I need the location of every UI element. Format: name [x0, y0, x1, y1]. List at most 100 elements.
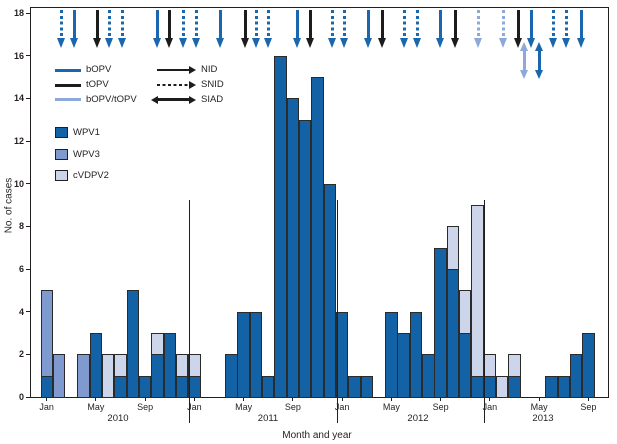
- campaign-arrow-siad-icon: [534, 70, 543, 79]
- campaign-arrow-nid-icon: [450, 38, 459, 48]
- bar-2010-Apr-WPV3: [77, 354, 90, 398]
- y-tick: [26, 183, 30, 185]
- campaign-arrow-snid-icon: [263, 38, 272, 48]
- campaign-arrow-snid-icon: [117, 38, 126, 48]
- x-tick: [390, 397, 392, 401]
- legend-label-vaccine: bOPV: [86, 64, 112, 75]
- x-tick-label: Jan: [39, 402, 54, 412]
- campaign-arrow-nid-icon: [308, 10, 312, 39]
- year-label-2010: 2010: [107, 413, 129, 424]
- campaign-arrow-nid-icon: [516, 10, 520, 39]
- campaign-arrow-snid-icon: [104, 38, 113, 48]
- campaign-arrow-nid-icon: [243, 10, 247, 39]
- y-tick: [26, 225, 30, 227]
- bar-2013-Sep-WPV1: [582, 333, 595, 398]
- bar-2010-Dec-cVDPV2: [175, 354, 189, 377]
- campaign-arrow-siad-icon: [537, 50, 541, 71]
- bar-2011-Jun-WPV1: [249, 311, 263, 398]
- bar-2010-Dec-WPV1: [175, 375, 189, 398]
- campaign-arrow-nid-icon: [513, 38, 522, 48]
- y-tick-label: 2: [18, 349, 24, 360]
- x-tick-label: Jan: [482, 402, 498, 412]
- legend-label-campaign-type: SNID: [201, 79, 224, 90]
- bar-2012-Jan-WPV1: [335, 311, 349, 398]
- bar-2010-Nov-WPV1: [163, 333, 176, 398]
- bar-2012-Jul-WPV1: [409, 311, 423, 398]
- campaign-arrow-snid-icon: [399, 38, 408, 48]
- campaign-arrow-snid-icon: [342, 10, 346, 39]
- y-tick-label: 6: [18, 264, 24, 275]
- y-tick: [26, 268, 30, 270]
- campaign-arrow-nid-icon: [438, 10, 442, 39]
- bar-2012-May-WPV1: [385, 311, 398, 398]
- campaign-arrow-snid-icon: [59, 10, 63, 39]
- bar-2013-Mar-WPV1: [508, 375, 521, 398]
- campaign-arrow-nid-icon: [218, 10, 222, 39]
- y-tick: [26, 396, 30, 398]
- bar-2011-Apr-WPV1: [225, 354, 238, 398]
- bar-2010-Oct-cVDPV2: [151, 333, 164, 356]
- campaign-arrow-snid-icon: [402, 10, 406, 39]
- year-label-2013: 2013: [532, 413, 554, 424]
- bar-2010-Feb-WPV3: [52, 354, 66, 398]
- campaign-arrow-snid-icon: [501, 10, 505, 39]
- bar-2010-Jan-WPV3: [40, 290, 53, 377]
- bar-2010-May-WPV1: [89, 333, 103, 398]
- y-tick: [26, 55, 30, 57]
- bar-2011-Jul-WPV1: [262, 375, 275, 398]
- bar-2011-Aug-WPV1: [274, 55, 287, 398]
- bar-2012-Oct-WPV1: [446, 269, 460, 398]
- campaign-arrow-nid-icon: [380, 10, 384, 39]
- x-tick-label: Sep: [432, 402, 449, 412]
- campaign-arrow-siad-icon: [522, 50, 526, 71]
- bar-2012-Jun-WPV1: [397, 333, 410, 398]
- y-tick-label: 10: [13, 178, 24, 189]
- x-tick: [243, 397, 245, 401]
- x-tick-label: Jan: [187, 402, 202, 412]
- bar-2012-Nov-cVDPV2: [459, 290, 472, 334]
- y-tick-label: 16: [13, 50, 24, 61]
- y-tick: [26, 12, 30, 14]
- legend-label-vaccine: bOPV/tOPV: [86, 93, 137, 105]
- y-tick: [26, 353, 30, 355]
- y-tick-label: 0: [18, 392, 24, 402]
- campaign-arrow-nid-icon: [579, 10, 583, 39]
- bar-2011-Dec-WPV1: [323, 183, 337, 398]
- x-tick-label: Jan: [334, 402, 350, 412]
- year-label-2011: 2011: [257, 413, 279, 424]
- campaign-arrow-nid-icon: [363, 38, 372, 48]
- year-label-2012: 2012: [407, 413, 429, 424]
- x-tick: [587, 397, 589, 401]
- bar-2011-Jan-cVDPV2: [188, 354, 201, 377]
- x-tick-label: Sep: [580, 402, 597, 412]
- campaign-arrow-nid-icon: [295, 10, 299, 39]
- x-tick: [440, 397, 442, 401]
- legend-arrow-head: [151, 95, 158, 104]
- bar-2011-Sep-WPV1: [286, 98, 300, 398]
- legend-arrow-nid-icon: [157, 68, 190, 72]
- x-tick: [193, 397, 195, 401]
- bar-2013-Feb-cVDPV2: [495, 375, 509, 398]
- year-divider: [484, 200, 486, 423]
- y-tick: [26, 140, 30, 142]
- legend-swatch-WPV1: [55, 127, 68, 138]
- legend-label-case-type: WPV3: [73, 148, 100, 160]
- campaign-arrow-nid-icon: [240, 38, 249, 48]
- campaign-arrow-nid-icon: [453, 10, 457, 39]
- bar-2012-Feb-WPV1: [348, 375, 361, 398]
- bar-2010-Aug-WPV1: [126, 290, 140, 398]
- x-tick: [341, 397, 343, 401]
- campaign-arrow-nid-icon: [576, 38, 585, 48]
- campaign-arrow-snid-icon: [415, 10, 419, 39]
- year-divider: [336, 200, 338, 423]
- bar-2011-Jan-WPV1: [188, 375, 201, 398]
- bar-2012-Mar-WPV1: [360, 375, 373, 398]
- x-tick-label: Sep: [284, 402, 301, 412]
- campaign-arrow-snid-icon: [120, 10, 124, 39]
- x-axis-title: Month and year: [282, 430, 352, 441]
- bar-2013-Jul-WPV1: [557, 375, 570, 398]
- legend-arrow-head: [189, 66, 196, 74]
- campaign-arrow-snid-icon: [330, 10, 334, 39]
- legend-arrow-head: [189, 95, 196, 104]
- campaign-arrow-snid-icon: [327, 38, 336, 48]
